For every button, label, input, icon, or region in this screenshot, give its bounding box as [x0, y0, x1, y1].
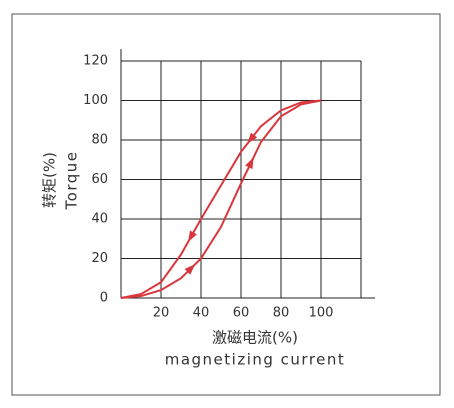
x-tick-label: 100	[309, 306, 334, 321]
y-axis-label: 转矩(%)	[41, 152, 59, 208]
x-tick-label: 40	[193, 306, 210, 321]
y-tick-label: 0	[100, 291, 108, 306]
direction-arrow	[184, 264, 196, 275]
direction-arrow	[245, 157, 254, 169]
frame	[11, 13, 441, 396]
x-axis-label: 激磁电流(%)	[212, 329, 298, 347]
y-tick-label: 60	[91, 172, 108, 187]
y-tick-label: 100	[83, 93, 108, 108]
y-tick-label: 120	[83, 54, 108, 69]
curve	[120, 99, 322, 299]
direction-arrow	[188, 230, 197, 243]
direction-arrow	[247, 132, 258, 144]
y-tick-label: 40	[91, 212, 108, 227]
y-tick-label: 20	[91, 251, 108, 266]
curve	[120, 99, 322, 299]
x-tick-label: 80	[273, 306, 290, 321]
y-tick-label: 80	[91, 133, 108, 148]
x-tick-label: 20	[153, 306, 170, 321]
y-axis-label: Torque	[63, 151, 81, 211]
x-axis-label: magnetizing current	[165, 351, 346, 369]
x-tick-label: 60	[233, 306, 250, 321]
